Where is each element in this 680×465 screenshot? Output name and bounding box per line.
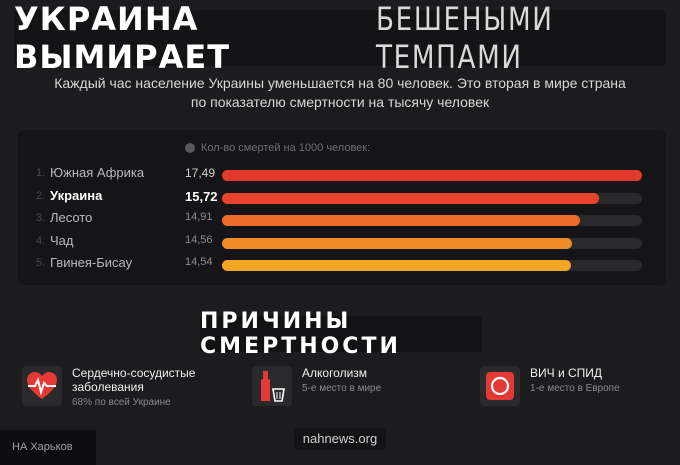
title-thin: БЕШЕНЫМИ ТЕМПАМИ (376, 0, 554, 76)
rank-label: 5. (36, 257, 46, 269)
cause-heart: Сердечно-сосудистые заболевания 68% по в… (22, 366, 195, 408)
cause-sub-2: 5-е место в мире (302, 383, 382, 394)
category-label: Чад (50, 232, 74, 248)
bar-row: 3. Лесото 14,91 (0, 210, 680, 228)
bar (222, 192, 600, 204)
value-label: 17,49 (185, 166, 216, 180)
bar-row: 4. Чад 14,56 (0, 233, 680, 251)
cause-name-1b: заболевания (72, 380, 144, 394)
bar-row: 1. Южная Африка 17,49 (0, 165, 680, 183)
bottle-glass-icon (252, 366, 292, 406)
subtitle-line-1: Каждый час население Украины уменьшается… (54, 75, 626, 91)
cause-alcohol: Алкоголизм 5-е место в мире (252, 366, 381, 406)
cause-sub-1: 68% по всей Украине (72, 397, 171, 408)
heart-pulse-icon (22, 366, 62, 406)
cause-hiv: ВИЧ и СПИД 1-е место в Европе (480, 366, 620, 406)
bar (222, 170, 642, 181)
circle-badge-icon (480, 366, 520, 406)
legend-label: Кол-во смертей на 1000 человек: (201, 142, 371, 154)
cause-name-3: ВИЧ и СПИД (530, 366, 603, 380)
chart-panel (18, 130, 666, 285)
title-bold: УКРАИНА ВЫМИРАЕТ (14, 0, 231, 76)
cause-name-1a: Сердечно-сосудистые (72, 366, 196, 380)
title-banner: УКРАИНА ВЫМИРАЕТ БЕШЕНЫМИ ТЕМПАМИ (14, 0, 666, 76)
category-label: Украина (50, 187, 103, 203)
rank-label: 4. (36, 234, 46, 247)
subtitle-line-2: по показателю смертности на тысячу челов… (190, 94, 490, 110)
bar (222, 215, 581, 226)
value-label: 15,72 (185, 188, 218, 204)
causes-banner: ПРИЧИНЫ СМЕРТНОСТИ (200, 309, 482, 359)
cause-sub-3: 1-е место в Европе (530, 383, 620, 394)
value-label: 14,54 (185, 256, 213, 268)
skull-icon (185, 143, 195, 153)
subtitle: Каждый час население Украины уменьшается… (20, 74, 660, 112)
cause-name-2: Алкоголизм (302, 366, 368, 380)
chart-legend: Кол-во смертей на 1000 человек: (185, 142, 370, 154)
value-label: 14,56 (185, 233, 213, 246)
rank-label: 2. (36, 189, 46, 202)
watermark: НА Харьков (0, 430, 96, 465)
rank-label: 3. (36, 212, 46, 224)
bar (222, 260, 572, 271)
bar-row: 2. Украина 15,72 (0, 188, 680, 206)
site-label: nahnews.org (294, 428, 386, 450)
category-label: Гвинея-Бисау (50, 255, 133, 270)
rank-label: 1. (36, 167, 46, 179)
category-label: Лесото (50, 210, 93, 225)
bar (222, 237, 572, 249)
category-label: Южная Африка (50, 165, 145, 180)
causes-title: ПРИЧИНЫ СМЕРТНОСТИ (200, 309, 401, 359)
value-label: 14,91 (185, 211, 213, 223)
bar-row: 5. Гвинея-Бисау 14,54 (0, 255, 680, 273)
